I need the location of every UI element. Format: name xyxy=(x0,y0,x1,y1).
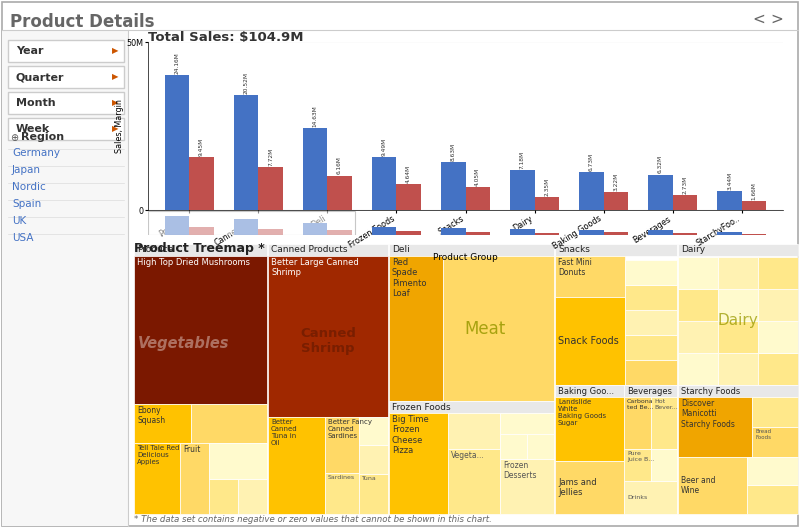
Text: Year: Year xyxy=(16,46,43,56)
Text: Total Sales: $104.9M: Total Sales: $104.9M xyxy=(148,31,303,44)
FancyBboxPatch shape xyxy=(624,397,651,449)
FancyBboxPatch shape xyxy=(389,413,448,514)
FancyBboxPatch shape xyxy=(500,434,527,459)
Bar xyxy=(649,175,673,210)
FancyBboxPatch shape xyxy=(555,397,624,461)
Bar xyxy=(579,172,603,210)
Text: Week: Week xyxy=(16,124,50,134)
FancyBboxPatch shape xyxy=(389,401,554,413)
Bar xyxy=(466,187,490,210)
Text: Red
Spade
Pimento
Loaf: Red Spade Pimento Loaf xyxy=(392,258,426,298)
FancyBboxPatch shape xyxy=(191,404,267,443)
FancyBboxPatch shape xyxy=(8,66,124,88)
Text: Beer and
Wine: Beer and Wine xyxy=(681,476,715,495)
X-axis label: Product Group: Product Group xyxy=(433,253,498,262)
Text: Better Large Canned
Shrimp: Better Large Canned Shrimp xyxy=(271,258,358,277)
Bar xyxy=(673,195,697,210)
Text: Spain: Spain xyxy=(12,199,42,209)
Text: ⊕: ⊕ xyxy=(10,133,18,143)
Bar xyxy=(534,197,558,210)
FancyBboxPatch shape xyxy=(148,211,355,235)
Text: 1.66M: 1.66M xyxy=(751,182,756,200)
Text: 7.72M: 7.72M xyxy=(268,147,273,166)
FancyBboxPatch shape xyxy=(678,257,718,289)
Text: Pure
Juice B...: Pure Juice B... xyxy=(627,451,654,462)
FancyBboxPatch shape xyxy=(747,485,798,514)
Text: Big Time
Frozen
Cheese
Pizza: Big Time Frozen Cheese Pizza xyxy=(392,415,429,455)
Text: Better
Canned
Tuna in
Oil: Better Canned Tuna in Oil xyxy=(271,419,298,446)
Text: Region: Region xyxy=(21,132,64,142)
Bar xyxy=(397,231,421,235)
Text: 2.35M: 2.35M xyxy=(544,177,549,196)
Text: Beverages: Beverages xyxy=(627,386,672,395)
FancyBboxPatch shape xyxy=(555,297,625,385)
FancyBboxPatch shape xyxy=(134,404,191,443)
FancyBboxPatch shape xyxy=(718,353,758,385)
Bar xyxy=(649,230,673,235)
FancyBboxPatch shape xyxy=(678,321,718,353)
FancyBboxPatch shape xyxy=(718,321,758,353)
Text: 4.05M: 4.05M xyxy=(475,168,480,186)
Text: Sardines: Sardines xyxy=(328,475,355,480)
Text: Vegetables: Vegetables xyxy=(138,336,230,351)
FancyBboxPatch shape xyxy=(180,443,209,514)
Text: 9.45M: 9.45M xyxy=(199,138,204,156)
Bar xyxy=(327,175,352,210)
Bar xyxy=(442,228,466,235)
Text: Baking Goo...: Baking Goo... xyxy=(558,386,614,395)
FancyBboxPatch shape xyxy=(555,244,677,256)
Text: UK: UK xyxy=(12,216,26,226)
Text: Discover
Manicotti
Starchy Foods: Discover Manicotti Starchy Foods xyxy=(681,399,735,429)
FancyBboxPatch shape xyxy=(625,260,677,285)
Text: 7.18M: 7.18M xyxy=(520,150,525,168)
FancyBboxPatch shape xyxy=(443,256,554,401)
Text: 20.52M: 20.52M xyxy=(244,72,249,94)
FancyBboxPatch shape xyxy=(651,449,677,481)
FancyBboxPatch shape xyxy=(651,397,677,449)
FancyBboxPatch shape xyxy=(325,417,359,473)
FancyBboxPatch shape xyxy=(238,479,267,514)
Bar xyxy=(510,170,534,210)
Text: Better Fancy
Canned
Sardines: Better Fancy Canned Sardines xyxy=(328,419,372,439)
FancyBboxPatch shape xyxy=(758,321,798,353)
Bar xyxy=(372,157,397,210)
Bar xyxy=(372,228,397,235)
FancyBboxPatch shape xyxy=(718,257,758,289)
FancyBboxPatch shape xyxy=(389,256,443,401)
Bar xyxy=(303,128,327,210)
FancyBboxPatch shape xyxy=(389,244,554,256)
Bar xyxy=(234,219,258,235)
Text: Starchy Foods: Starchy Foods xyxy=(681,386,740,395)
Text: Dairy: Dairy xyxy=(681,246,705,254)
Bar xyxy=(742,234,766,235)
FancyBboxPatch shape xyxy=(758,289,798,321)
Text: 6.16M: 6.16M xyxy=(337,156,342,174)
Text: Deli: Deli xyxy=(392,246,410,254)
FancyBboxPatch shape xyxy=(678,397,752,457)
FancyBboxPatch shape xyxy=(134,256,267,404)
FancyBboxPatch shape xyxy=(359,474,388,514)
FancyBboxPatch shape xyxy=(209,479,238,514)
Text: >: > xyxy=(770,12,782,27)
FancyBboxPatch shape xyxy=(747,457,798,485)
Text: Carbona
ted Be...: Carbona ted Be... xyxy=(627,399,654,410)
Text: 9.49M: 9.49M xyxy=(382,137,387,156)
Bar xyxy=(579,230,603,235)
Text: Fast Mini
Donuts: Fast Mini Donuts xyxy=(558,258,592,277)
FancyBboxPatch shape xyxy=(268,244,388,256)
FancyBboxPatch shape xyxy=(625,310,677,335)
FancyBboxPatch shape xyxy=(500,459,554,514)
Text: Hot
Bever...: Hot Bever... xyxy=(654,399,678,410)
Text: Landslide
White
Baking Goods
Sugar: Landslide White Baking Goods Sugar xyxy=(558,399,606,426)
Bar xyxy=(718,191,742,210)
Text: Jams and
Jellies: Jams and Jellies xyxy=(558,478,597,497)
Bar xyxy=(673,233,697,235)
Text: Tuna: Tuna xyxy=(362,476,377,481)
Bar xyxy=(510,229,534,235)
Text: 6.73M: 6.73M xyxy=(589,153,594,171)
Bar xyxy=(742,201,766,210)
Text: Snacks: Snacks xyxy=(558,246,590,254)
Text: Month: Month xyxy=(16,98,56,108)
Text: Product Treemap *: Product Treemap * xyxy=(134,242,265,255)
